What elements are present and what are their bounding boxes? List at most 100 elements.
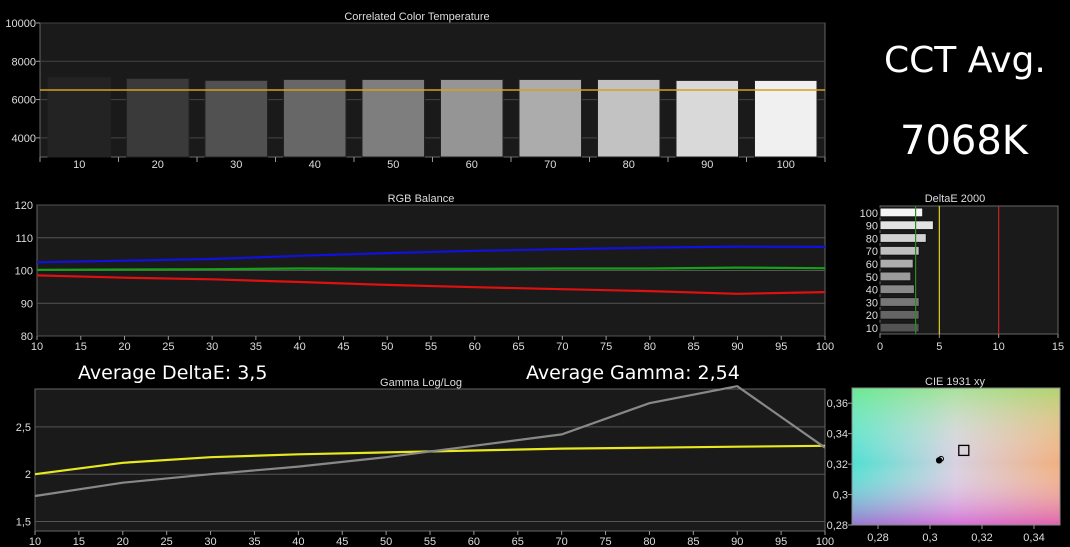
y-tick-label: 50	[866, 272, 878, 284]
x-tick-label: 90	[701, 159, 713, 171]
x-tick-label: 45	[337, 341, 349, 353]
cct-chart: 4000 6000 8000 10000 10 20 30 40 50 60 70 80 90 100	[5, 18, 826, 171]
y-tick-label: 10000	[5, 18, 36, 30]
gamma-chart: 1,5 2 2,5 10 15 20 25 30 35 40 45 50 55 60 65 70 75 80 85 9…	[16, 385, 834, 547]
y-tick-label: 2,5	[16, 422, 31, 434]
x-tick-label: 0	[877, 341, 883, 353]
y-tick-label: 110	[15, 233, 33, 245]
y-tick-label: 8000	[12, 56, 36, 68]
x-tick-label: 50	[380, 536, 392, 547]
y-tick-label: 100	[15, 266, 33, 278]
bar	[879, 309, 920, 320]
x-tick-label: 30	[204, 536, 216, 547]
x-tick-label: 45	[336, 536, 348, 547]
measured-point	[938, 455, 944, 462]
x-tick-label: 65	[512, 536, 524, 547]
bar	[879, 258, 914, 269]
bar	[204, 79, 268, 158]
y-tick-label: 0,34	[827, 429, 848, 441]
x-tick-label: 40	[294, 341, 306, 353]
y-tick-label: 120	[15, 200, 33, 212]
x-tick-label: 10	[31, 341, 43, 353]
x-tick-label: 100	[777, 159, 795, 171]
y-tick-label: 60	[866, 259, 878, 271]
bar	[879, 297, 920, 307]
x-tick-label: 70	[556, 341, 568, 353]
cie-chart: 0,28 0,3 0,32 0,34 0,28 0,3 0,32 0,34 0,36	[827, 387, 1061, 544]
rgb-chart-title: RGB Balance	[388, 193, 455, 205]
bar	[879, 233, 927, 243]
y-tick-label: 40	[866, 285, 878, 297]
x-tick-label: 5	[936, 341, 942, 353]
x-tick-label: 20	[152, 159, 164, 171]
y-tick-label: 1,5	[16, 517, 31, 529]
x-tick-label: 85	[688, 341, 700, 353]
x-tick-label: 90	[731, 536, 743, 547]
x-tick-label: 20	[117, 536, 129, 547]
y-tick-label: 2	[25, 469, 31, 481]
x-tick-label: 55	[425, 341, 437, 353]
bar	[675, 79, 739, 158]
y-tick-label: 6000	[12, 95, 36, 107]
cct-avg-value: 7068K	[900, 118, 1029, 164]
x-tick-label: 50	[387, 159, 399, 171]
x-tick-label: 75	[600, 341, 612, 353]
y-tick-label: 90	[21, 298, 33, 310]
bar	[361, 78, 425, 158]
bar	[126, 78, 190, 158]
x-tick-label: 70	[544, 159, 556, 171]
bar	[879, 271, 912, 282]
bar	[879, 284, 915, 295]
x-tick-label: 15	[75, 341, 87, 353]
bar	[879, 245, 920, 256]
x-tick-label: 15	[1052, 341, 1064, 353]
x-tick-label: 75	[599, 536, 611, 547]
y-tick-label: 0,36	[827, 398, 848, 410]
bar	[597, 78, 661, 158]
x-tick-label: 35	[250, 341, 262, 353]
series-line	[36, 274, 826, 295]
y-tick-label: 0,32	[827, 459, 848, 471]
x-tick-label: 0,28	[867, 532, 888, 544]
x-tick-label: 60	[469, 341, 481, 353]
y-tick-label: 30	[866, 297, 878, 309]
x-tick-label: 95	[775, 341, 787, 353]
y-tick-label: 20	[866, 310, 878, 322]
y-tick-label: 100	[860, 208, 878, 220]
cct-chart-title: Correlated Color Temperature	[344, 11, 489, 23]
bar	[879, 220, 934, 231]
x-tick-label: 25	[161, 536, 173, 547]
x-tick-label: 60	[466, 159, 478, 171]
y-tick-label: 90	[866, 221, 878, 233]
y-tick-label: 0,3	[833, 490, 848, 502]
x-tick-label: 15	[73, 536, 85, 547]
x-tick-label: 10	[993, 341, 1005, 353]
x-tick-label: 85	[687, 536, 699, 547]
bar	[518, 78, 582, 158]
x-tick-label: 0,3	[922, 532, 937, 544]
y-tick-label: 0,28	[827, 520, 848, 532]
y-tick-label: 10	[866, 323, 878, 335]
x-tick-label: 70	[556, 536, 568, 547]
x-tick-label: 20	[118, 341, 130, 353]
y-tick-label: 70	[866, 246, 878, 258]
x-tick-label: 90	[731, 341, 743, 353]
y-tick-label: 4000	[12, 133, 36, 145]
x-tick-label: 100	[816, 341, 834, 353]
y-tick-label: 80	[21, 331, 33, 343]
x-tick-label: 95	[775, 536, 787, 547]
x-tick-label: 55	[424, 536, 436, 547]
x-tick-label: 50	[381, 341, 393, 353]
x-tick-label: 40	[292, 536, 304, 547]
bar	[440, 78, 504, 158]
series-line	[34, 385, 826, 498]
x-tick-label: 80	[623, 159, 635, 171]
x-tick-label: 80	[644, 341, 656, 353]
x-tick-label: 10	[29, 536, 41, 547]
x-tick-label: 60	[468, 536, 480, 547]
bar	[879, 322, 920, 333]
series-line	[36, 245, 826, 264]
target-whitepoint	[958, 444, 970, 457]
x-tick-label: 80	[643, 536, 655, 547]
